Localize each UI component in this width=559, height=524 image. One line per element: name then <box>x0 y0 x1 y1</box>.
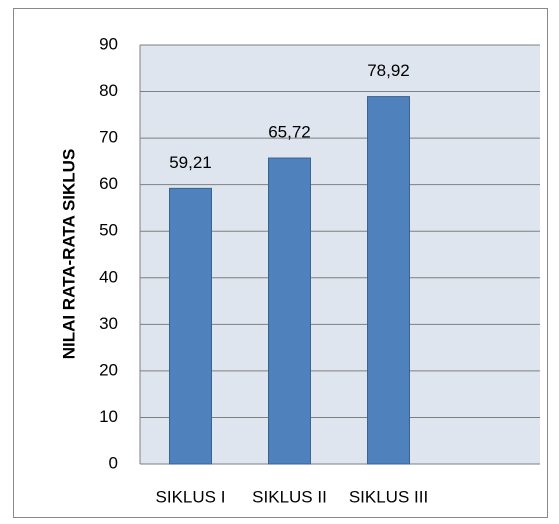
data-label: 65,72 <box>268 123 311 142</box>
data-label: 78,92 <box>367 61 410 80</box>
y-tick-label: 30 <box>99 314 118 333</box>
y-tick-label: 80 <box>99 81 118 100</box>
y-tick-label: 0 <box>109 453 118 472</box>
bar <box>367 96 410 465</box>
y-tick-label: 90 <box>99 34 118 53</box>
x-tick-label: SIKLUS III <box>349 487 428 506</box>
y-axis-label: NILAI RATA-RATA SIKLUS <box>59 149 78 360</box>
y-tick-label: 40 <box>99 267 118 286</box>
x-tick-label: SIKLUS II <box>252 487 327 506</box>
bar <box>169 187 212 465</box>
y-tick-label: 50 <box>99 221 118 240</box>
data-label: 59,21 <box>169 153 212 172</box>
y-tick-label: 20 <box>99 360 118 379</box>
y-tick-label: 70 <box>99 128 118 147</box>
x-tick-label: SIKLUS I <box>156 487 226 506</box>
bar <box>268 157 311 465</box>
y-tick-label: 10 <box>99 407 118 426</box>
y-tick-label: 60 <box>99 174 118 193</box>
